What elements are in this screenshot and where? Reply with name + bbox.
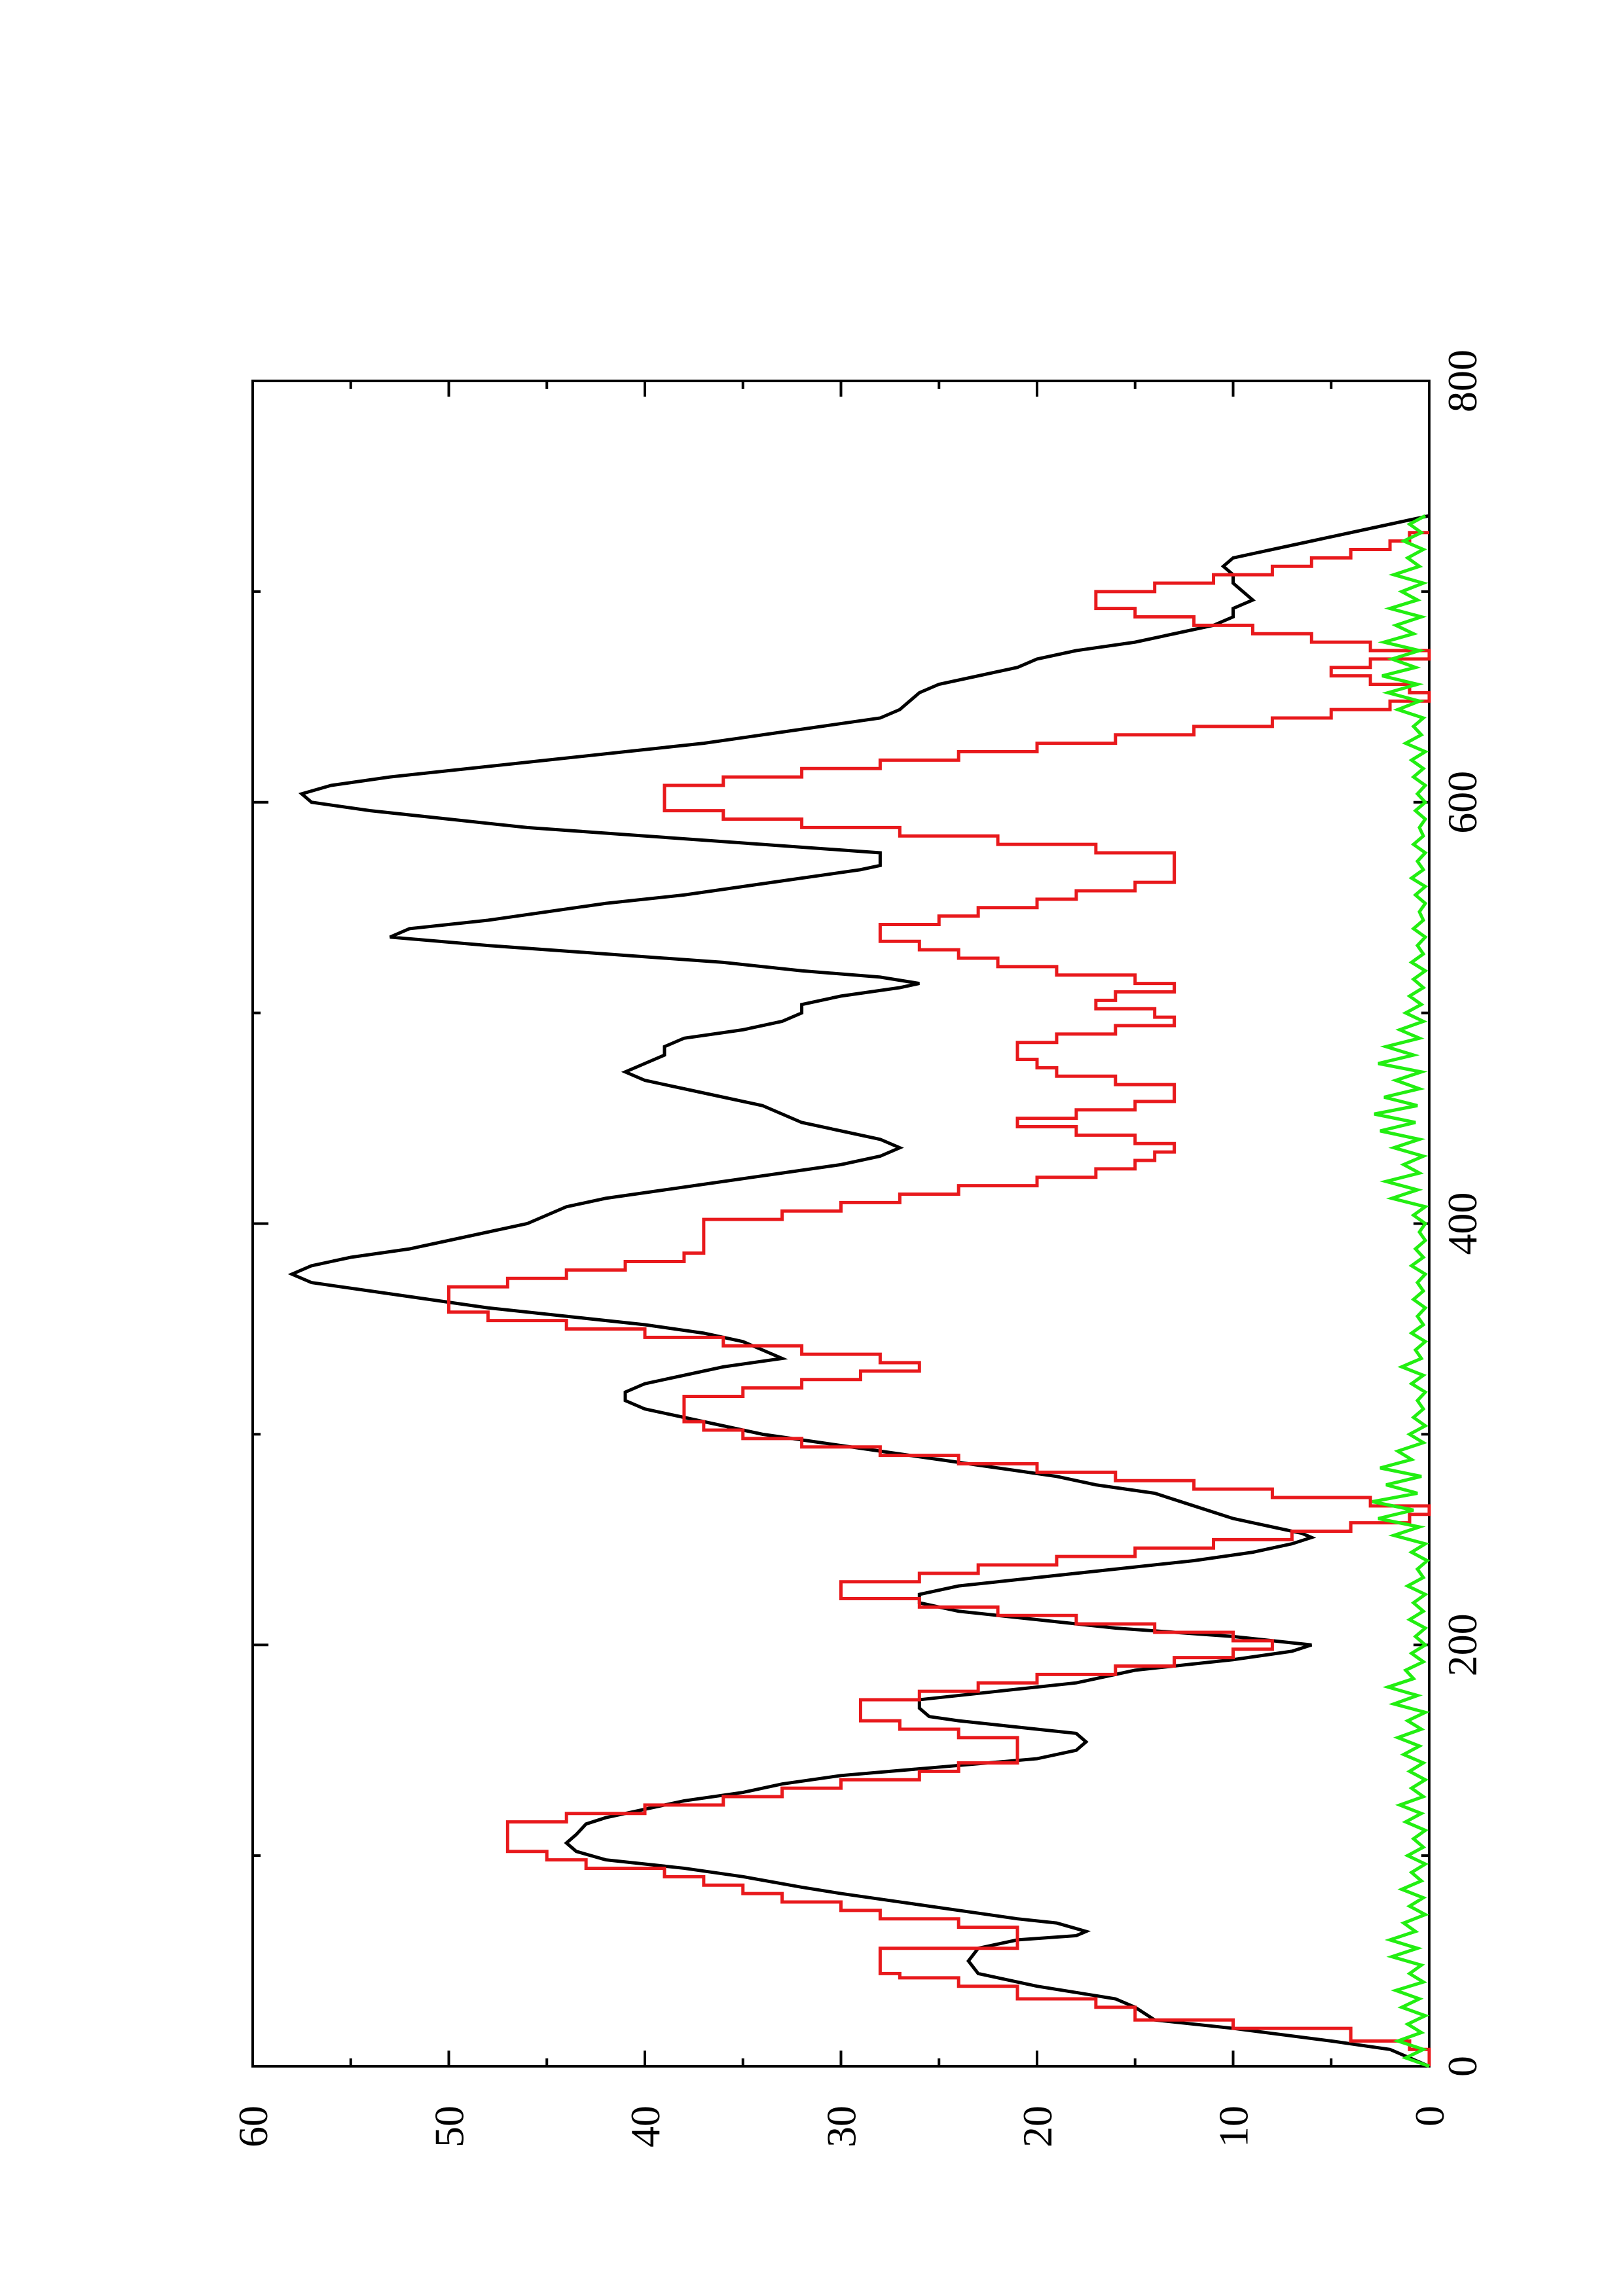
series-line-2 [447,531,1431,2066]
y-tick-label: 60 [230,2106,276,2147]
x-tick-label: 800 [1439,350,1486,412]
x-tick-label: 0 [1439,2056,1486,2077]
y-tick-label: 0 [1406,2106,1453,2126]
y-tick-label: 40 [622,2106,668,2147]
x-tick-label: 600 [1439,771,1486,834]
y-tick-label: 20 [1014,2106,1061,2147]
axis-tick-labels: 0 200 400 600 800 0 10 20 30 40 50 60 [230,350,1486,2147]
axis-ticks [251,380,1431,2068]
series-line-3 [1372,514,1431,2068]
series-line-1 [287,514,1430,2068]
x-tick-label: 200 [1439,1613,1486,1676]
y-tick-label: 10 [1211,2106,1257,2147]
y-tick-label: 50 [426,2106,473,2147]
series-layer [287,514,1431,2068]
y-tick-label: 30 [818,2106,865,2147]
x-tick-label: 400 [1439,1193,1486,1255]
